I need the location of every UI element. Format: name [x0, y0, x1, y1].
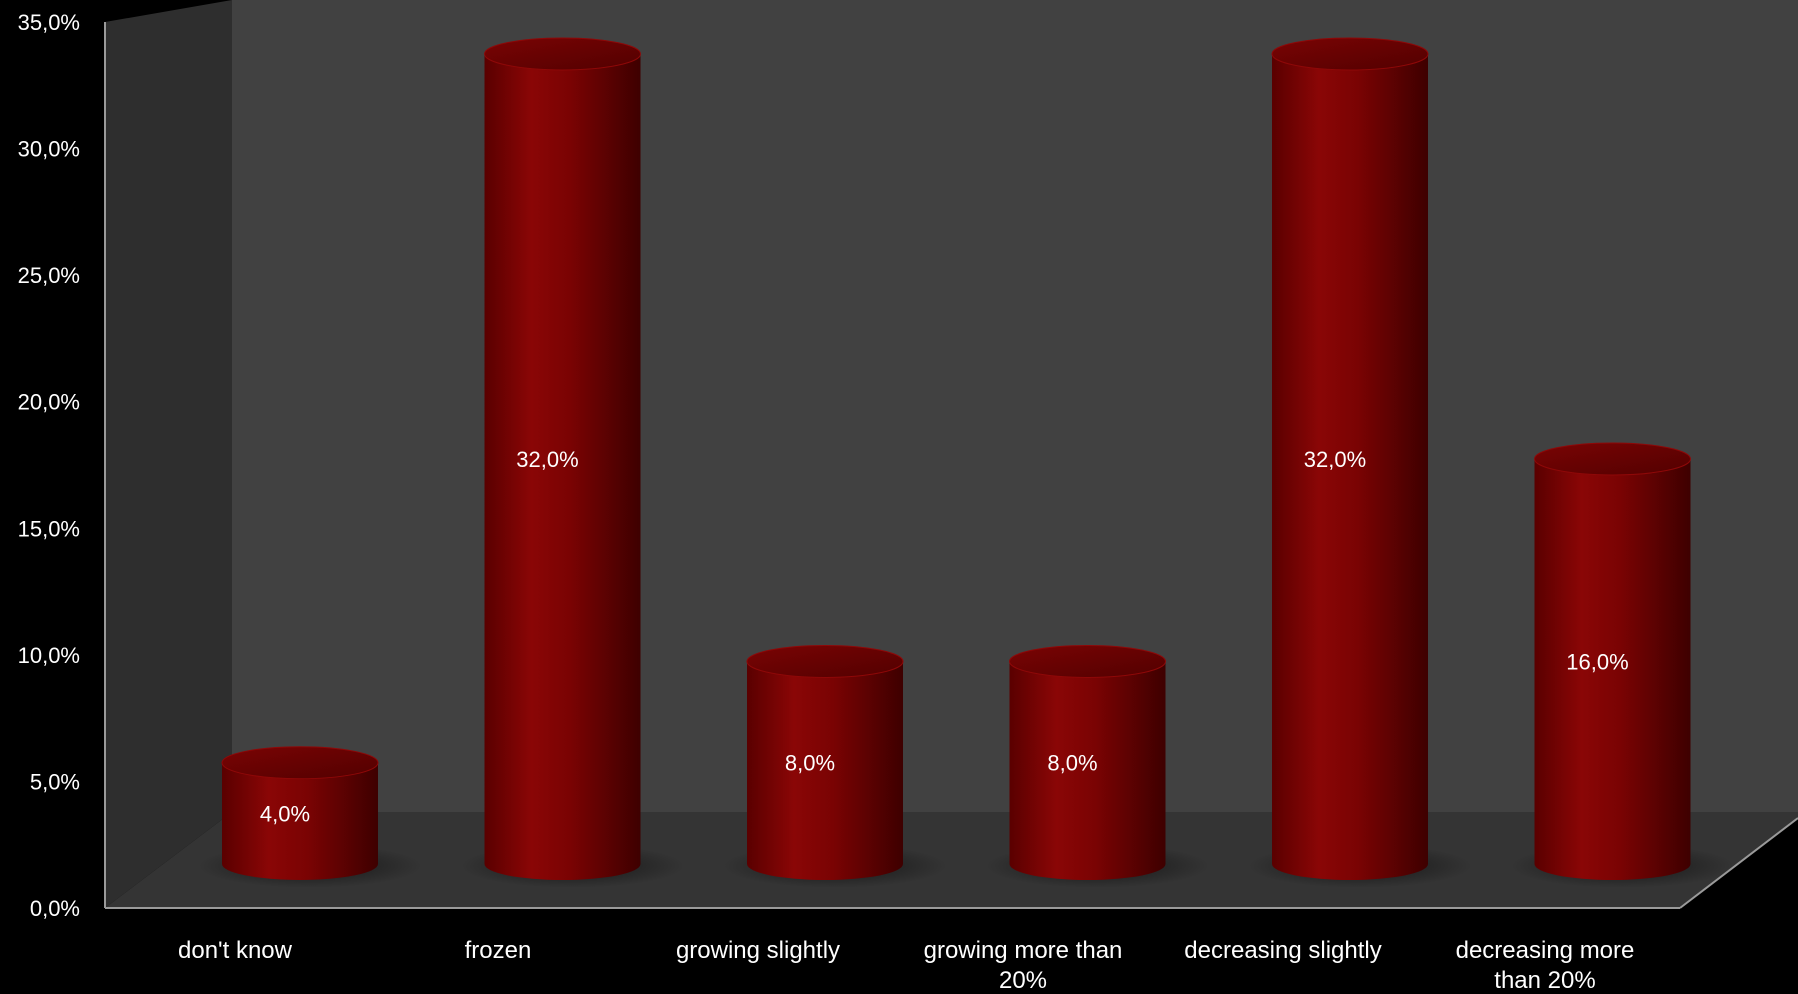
- data-label: 8,0%: [1047, 751, 1097, 776]
- bar-body: [1272, 53, 1428, 880]
- bar: 4,0%: [198, 746, 422, 888]
- y-tick-label: 15,0%: [18, 516, 80, 541]
- y-tick-label: 30,0%: [18, 137, 80, 162]
- bar-body: [1534, 458, 1691, 880]
- y-tick-label: 35,0%: [18, 10, 80, 35]
- x-axis-ticks: don't know frozen growing slightly growing …: [178, 937, 1634, 994]
- data-label: 4,0%: [260, 801, 310, 826]
- bar: 8,0%: [985, 644, 1210, 888]
- side-wall: [105, 0, 232, 908]
- y-tick-label: 25,0%: [18, 263, 80, 288]
- bar-top: [484, 37, 641, 71]
- y-tick-label: 0,0%: [30, 896, 80, 921]
- bar-top: [746, 644, 904, 678]
- bar: 16,0%: [1510, 442, 1735, 888]
- bar-top: [1009, 644, 1166, 678]
- bar-body: [222, 762, 378, 880]
- bar: 8,0%: [723, 644, 947, 888]
- floor-right-edge: [1679, 817, 1798, 909]
- bars: 4,0% 32,0% 8,0% 8,0% 32,0% 16,0%: [198, 37, 1735, 888]
- data-label: 32,0%: [1304, 447, 1366, 472]
- data-label: 8,0%: [785, 751, 835, 776]
- y-tick-label: 5,0%: [30, 769, 80, 794]
- data-label: 32,0%: [516, 447, 578, 472]
- bar-top: [1534, 442, 1691, 476]
- x-tick-label: decreasing more than 20%: [1456, 937, 1635, 994]
- bar-top: [1271, 37, 1429, 71]
- y-tick-label: 10,0%: [18, 643, 80, 668]
- bar-body: [1009, 661, 1166, 880]
- x-tick-label: frozen: [465, 937, 532, 964]
- x-tick-label: don't know: [178, 937, 293, 964]
- bar: 32,0%: [460, 37, 685, 888]
- x-tick-label: growing more than 20%: [924, 937, 1123, 994]
- bar: 32,0%: [1248, 37, 1472, 888]
- bar-top: [221, 746, 379, 780]
- x-tick-label: growing slightly: [676, 937, 840, 964]
- y-tick-label: 20,0%: [18, 390, 80, 415]
- x-tick-label: decreasing slightly: [1184, 937, 1381, 964]
- bar-body: [747, 661, 903, 880]
- data-label: 16,0%: [1566, 649, 1628, 674]
- y-axis-ticks: 0,0% 5,0% 10,0% 15,0% 20,0% 25,0% 30,0% 35,0%: [18, 10, 80, 921]
- bar-body: [484, 53, 641, 880]
